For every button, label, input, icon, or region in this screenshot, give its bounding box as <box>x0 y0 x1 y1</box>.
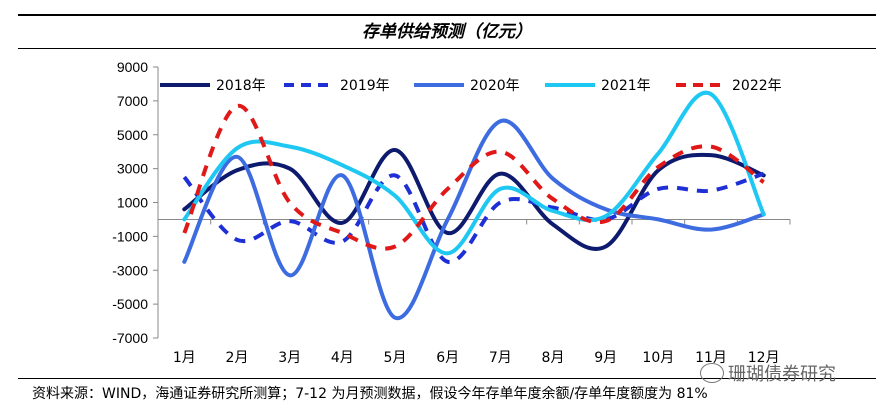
x-tick-label: 4月 <box>331 350 354 366</box>
y-tick-label: -1000 <box>112 228 148 244</box>
y-tick-label: 9000 <box>117 59 148 75</box>
series-line-2019 <box>182 171 765 264</box>
x-tick-label: 12月 <box>748 350 780 366</box>
legend-label-2022: 2022年 <box>732 78 782 94</box>
y-tick-label: 5000 <box>117 127 148 143</box>
x-tick-label: 10月 <box>642 350 674 366</box>
axes: 9000 7000 5000 3000 1000 -1000 -3000 -5000 -7000… <box>112 59 791 366</box>
title-rule <box>18 48 876 49</box>
y-tick-label: -7000 <box>112 330 148 346</box>
x-tick-label: 8月 <box>542 350 565 366</box>
legend: 2018年 2019年 2020年 2021年 2022年 <box>160 78 782 94</box>
x-tick-label: 11月 <box>695 350 727 366</box>
x-tick-label: 3月 <box>278 350 301 366</box>
x-tick-label: 6月 <box>436 350 459 366</box>
x-tick-label: 9月 <box>594 350 617 366</box>
series-line-2020 <box>182 118 766 320</box>
watermark-text: 珊瑚债券研究 <box>728 364 836 385</box>
y-tick-label: 1000 <box>117 195 148 211</box>
series-lines <box>182 90 766 320</box>
x-tick-label: 1月 <box>173 350 196 366</box>
line-chart: 9000 7000 5000 3000 1000 -1000 -3000 -5000 -7000… <box>112 59 791 366</box>
legend-label-2021: 2021年 <box>601 78 651 94</box>
y-tick-label: 7000 <box>117 93 148 109</box>
y-tick-label: 3000 <box>117 161 148 177</box>
legend-label-2019: 2019年 <box>340 78 390 94</box>
series-line-2018 <box>182 148 766 251</box>
legend-label-2020: 2020年 <box>470 78 520 94</box>
x-tick-label: 7月 <box>489 350 512 366</box>
bottom-rule <box>18 378 876 379</box>
chart-title: 存单供给预测（亿元） <box>362 22 532 42</box>
series-line-2022 <box>182 103 765 251</box>
legend-label-2018: 2018年 <box>216 78 266 94</box>
x-tick-label: 2月 <box>226 350 249 366</box>
wechat-icon <box>700 363 724 383</box>
watermark: 珊瑚债券研究 <box>700 360 836 386</box>
y-tick-label: -3000 <box>112 262 148 278</box>
series-line-2021 <box>182 90 766 256</box>
y-tick-label: -5000 <box>112 296 148 312</box>
source-note: 资料来源：WIND，海通证券研究所测算；7-12 为月预测数据，假设今年存单年度… <box>32 386 708 402</box>
top-rule <box>18 14 876 16</box>
x-tick-label: 5月 <box>384 350 407 366</box>
